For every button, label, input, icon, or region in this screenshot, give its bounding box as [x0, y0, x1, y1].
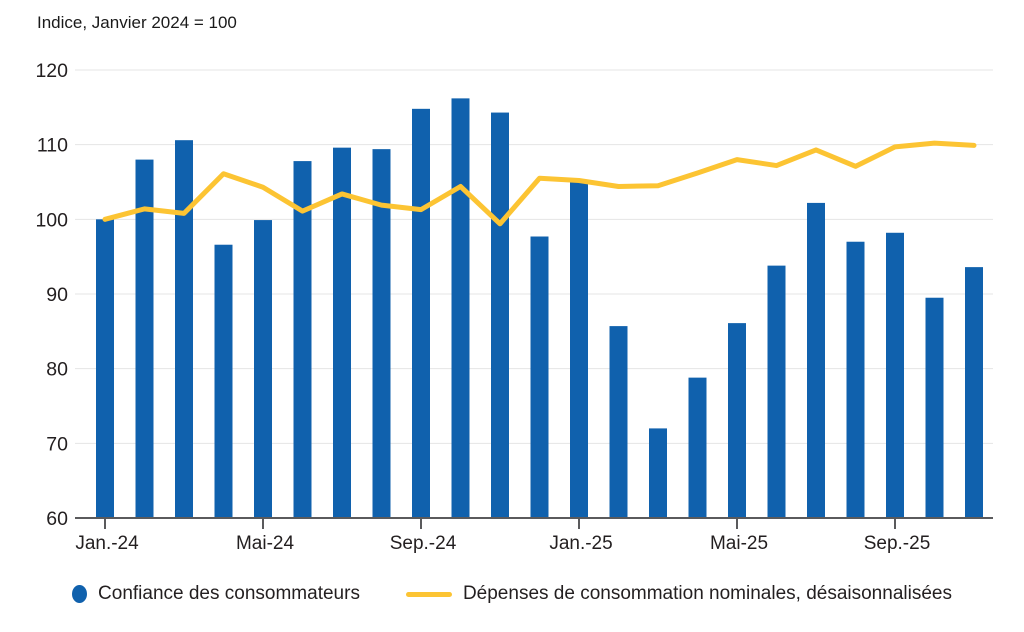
bar-consumer-confidence	[372, 149, 391, 518]
bar-consumer-confidence	[886, 232, 904, 519]
y-tick-label: 110	[37, 135, 68, 157]
legend-bar-label: Confiance des consommateurs	[98, 583, 360, 604]
y-tick-label: 100	[35, 209, 68, 231]
y-tick-label: 120	[35, 60, 68, 82]
x-tick-label: Sep.-24	[390, 533, 457, 554]
x-tick-label: Sep.-25	[864, 533, 931, 554]
legend-bar-marker-icon	[72, 585, 88, 603]
y-tick-label: 70	[46, 433, 68, 455]
bar-consumer-confidence	[807, 202, 825, 518]
bar-consumer-confidence	[609, 326, 628, 518]
bar-consumer-confidence	[451, 98, 470, 518]
spending-line	[102, 140, 977, 227]
bar-consumer-confidence	[530, 236, 549, 519]
legend-item-confidence: Confiance des consommateurs	[72, 583, 360, 605]
bar-consumer-confidence	[491, 112, 509, 518]
bar-consumer-confidence	[767, 265, 786, 518]
y-tick-label: 90	[46, 284, 68, 306]
bar-consumer-confidence	[688, 377, 707, 518]
bar-consumer-confidence	[728, 323, 746, 518]
x-tick-label: Mai-24	[236, 533, 295, 554]
chart-subtitle: Indice, Janvier 2024 = 100	[37, 13, 237, 32]
bar-consumer-confidence	[96, 219, 114, 519]
legend-item-spending: Dépenses de consommation nominales, désa…	[405, 583, 952, 605]
y-tick-label: 80	[46, 359, 68, 381]
bar-consumer-confidence	[175, 140, 193, 519]
legend-line-label: Dépenses de consommation nominales, désa…	[462, 583, 952, 604]
bar-consumer-confidence	[570, 179, 588, 518]
bar-consumer-confidence	[293, 161, 312, 519]
bar-consumer-confidence	[965, 267, 983, 518]
x-tick-label: Mai-25	[710, 533, 768, 554]
y-tick-label: 60	[46, 508, 68, 530]
bar-consumer-confidence	[846, 241, 865, 518]
legend-line-marker-icon	[405, 591, 452, 597]
bar-consumer-confidence	[649, 428, 667, 518]
chart-legend: Confiance des consommateurs Dépenses de …	[0, 583, 1024, 605]
plot-area: 60 70 80 90 100 110 120 Jan.-24 Mai-24 Sep.-24 Jan…	[35, 60, 993, 554]
x-tick-label: Jan.-24	[75, 533, 139, 554]
bar-consumer-confidence	[925, 297, 944, 518]
x-tick-label: Jan.-25	[549, 533, 612, 554]
bar-consumer-confidence	[412, 108, 430, 519]
bar-consumer-confidence	[333, 147, 351, 519]
bar-consumer-confidence	[214, 244, 233, 518]
bar-consumer-confidence	[254, 220, 272, 518]
bar-consumer-confidence	[135, 159, 154, 518]
